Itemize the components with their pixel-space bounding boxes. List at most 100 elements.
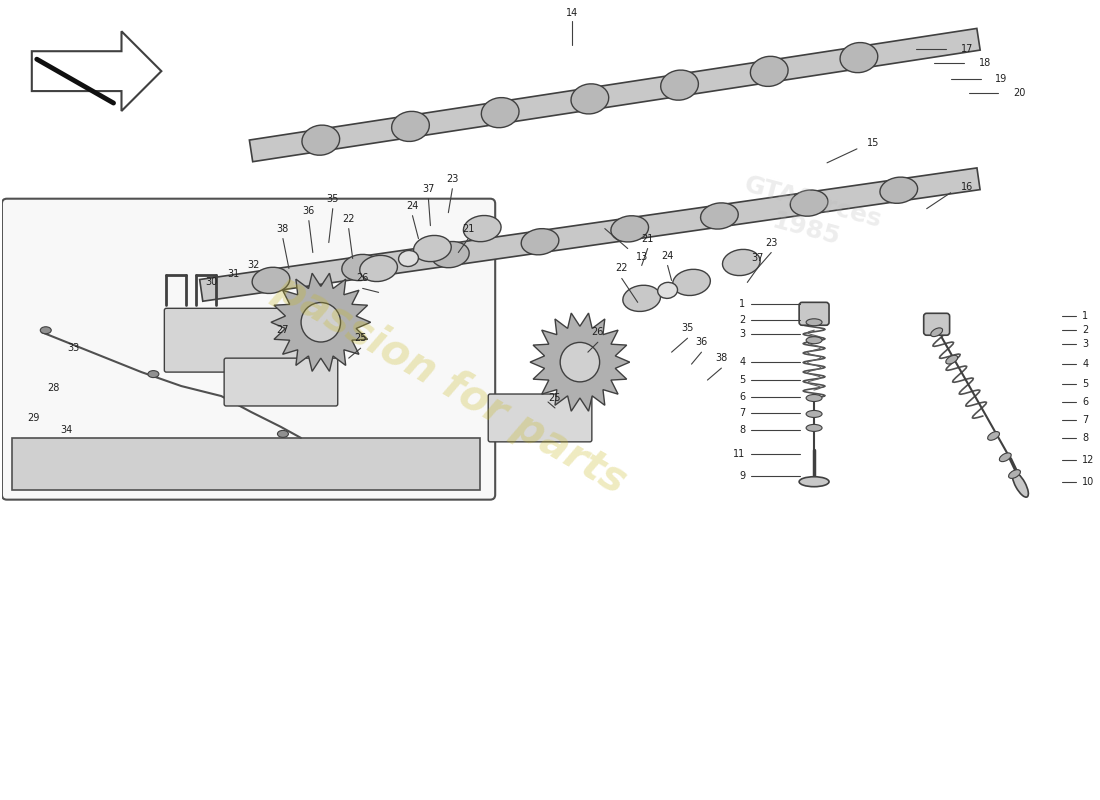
Ellipse shape [806, 337, 822, 344]
Text: 9: 9 [739, 470, 746, 481]
Ellipse shape [521, 229, 559, 255]
Text: 31: 31 [227, 270, 239, 279]
Text: 6: 6 [1082, 397, 1088, 407]
Text: 2: 2 [739, 315, 746, 326]
Text: 21: 21 [462, 223, 474, 234]
Text: 8: 8 [739, 425, 746, 435]
Text: 25: 25 [549, 393, 561, 403]
Ellipse shape [661, 70, 698, 100]
Text: 7: 7 [739, 408, 746, 418]
FancyBboxPatch shape [164, 308, 298, 372]
Polygon shape [530, 313, 629, 411]
Text: 35: 35 [681, 323, 694, 334]
Text: 37: 37 [751, 254, 763, 263]
Text: 25: 25 [354, 334, 367, 343]
Text: 26: 26 [356, 274, 369, 283]
Ellipse shape [414, 235, 451, 262]
Ellipse shape [252, 267, 289, 294]
Ellipse shape [342, 254, 380, 281]
Text: 7: 7 [1082, 415, 1088, 425]
Ellipse shape [1009, 470, 1021, 478]
Text: 28: 28 [47, 383, 59, 393]
Bar [12, 438, 481, 490]
Text: 19: 19 [996, 74, 1008, 84]
Ellipse shape [463, 215, 502, 242]
Text: 12: 12 [1082, 454, 1094, 465]
Ellipse shape [147, 370, 158, 378]
Text: 8: 8 [1082, 433, 1088, 443]
Text: GTAforces
1985: GTAforces 1985 [734, 172, 884, 259]
Ellipse shape [673, 270, 711, 295]
Ellipse shape [482, 98, 519, 128]
Ellipse shape [799, 477, 829, 486]
Text: 24: 24 [406, 201, 419, 210]
FancyBboxPatch shape [924, 314, 949, 335]
Ellipse shape [277, 430, 288, 438]
Ellipse shape [610, 216, 649, 242]
Text: 16: 16 [960, 182, 972, 192]
Ellipse shape [806, 425, 822, 431]
Text: 35: 35 [327, 194, 339, 204]
Text: 4: 4 [739, 357, 746, 367]
Text: 32: 32 [246, 261, 260, 270]
Text: 1: 1 [739, 299, 746, 310]
Text: 29: 29 [28, 413, 40, 423]
Text: 18: 18 [979, 58, 991, 68]
Text: 10: 10 [1082, 477, 1094, 486]
Ellipse shape [988, 431, 1000, 440]
Text: 15: 15 [867, 138, 879, 148]
Text: 33: 33 [67, 343, 80, 353]
Ellipse shape [623, 286, 660, 311]
Text: 27: 27 [277, 326, 289, 335]
Text: 24: 24 [661, 250, 674, 261]
Text: 30: 30 [205, 278, 218, 287]
Ellipse shape [398, 250, 418, 266]
Text: 34: 34 [60, 425, 73, 435]
Text: 13: 13 [636, 251, 648, 262]
Ellipse shape [1000, 453, 1011, 462]
Ellipse shape [1012, 472, 1028, 497]
Text: 1: 1 [1082, 311, 1088, 322]
Ellipse shape [806, 410, 822, 418]
Text: 20: 20 [1013, 88, 1026, 98]
Ellipse shape [806, 318, 822, 326]
Ellipse shape [806, 394, 822, 402]
Ellipse shape [392, 111, 429, 142]
Text: 36: 36 [695, 338, 707, 347]
Text: 5: 5 [739, 375, 746, 385]
Ellipse shape [571, 84, 608, 114]
Text: 6: 6 [739, 392, 746, 402]
Ellipse shape [840, 42, 878, 73]
Text: 38: 38 [277, 223, 289, 234]
Text: 37: 37 [422, 184, 435, 194]
Ellipse shape [301, 125, 340, 155]
Ellipse shape [880, 177, 917, 203]
Ellipse shape [750, 56, 788, 86]
Text: 38: 38 [715, 353, 727, 363]
Text: 3: 3 [1082, 339, 1088, 349]
Text: 11: 11 [733, 449, 746, 459]
Ellipse shape [790, 190, 828, 216]
Ellipse shape [723, 250, 760, 275]
FancyBboxPatch shape [488, 394, 592, 442]
Text: 4: 4 [1082, 359, 1088, 369]
FancyBboxPatch shape [799, 302, 829, 326]
Text: 23: 23 [764, 238, 778, 247]
Text: 22: 22 [342, 214, 355, 224]
FancyBboxPatch shape [224, 358, 338, 406]
Text: 21: 21 [641, 234, 653, 243]
Polygon shape [271, 274, 371, 371]
Circle shape [560, 342, 600, 382]
Ellipse shape [701, 203, 738, 229]
Text: 23: 23 [447, 174, 459, 184]
Ellipse shape [360, 255, 397, 282]
Text: passion for parts: passion for parts [267, 267, 634, 503]
Polygon shape [200, 168, 980, 302]
Text: 14: 14 [565, 8, 578, 18]
FancyBboxPatch shape [2, 198, 495, 500]
Text: 26: 26 [592, 327, 604, 338]
Polygon shape [250, 29, 980, 162]
Ellipse shape [431, 242, 470, 268]
Text: 3: 3 [739, 330, 746, 339]
Text: 17: 17 [960, 44, 972, 54]
